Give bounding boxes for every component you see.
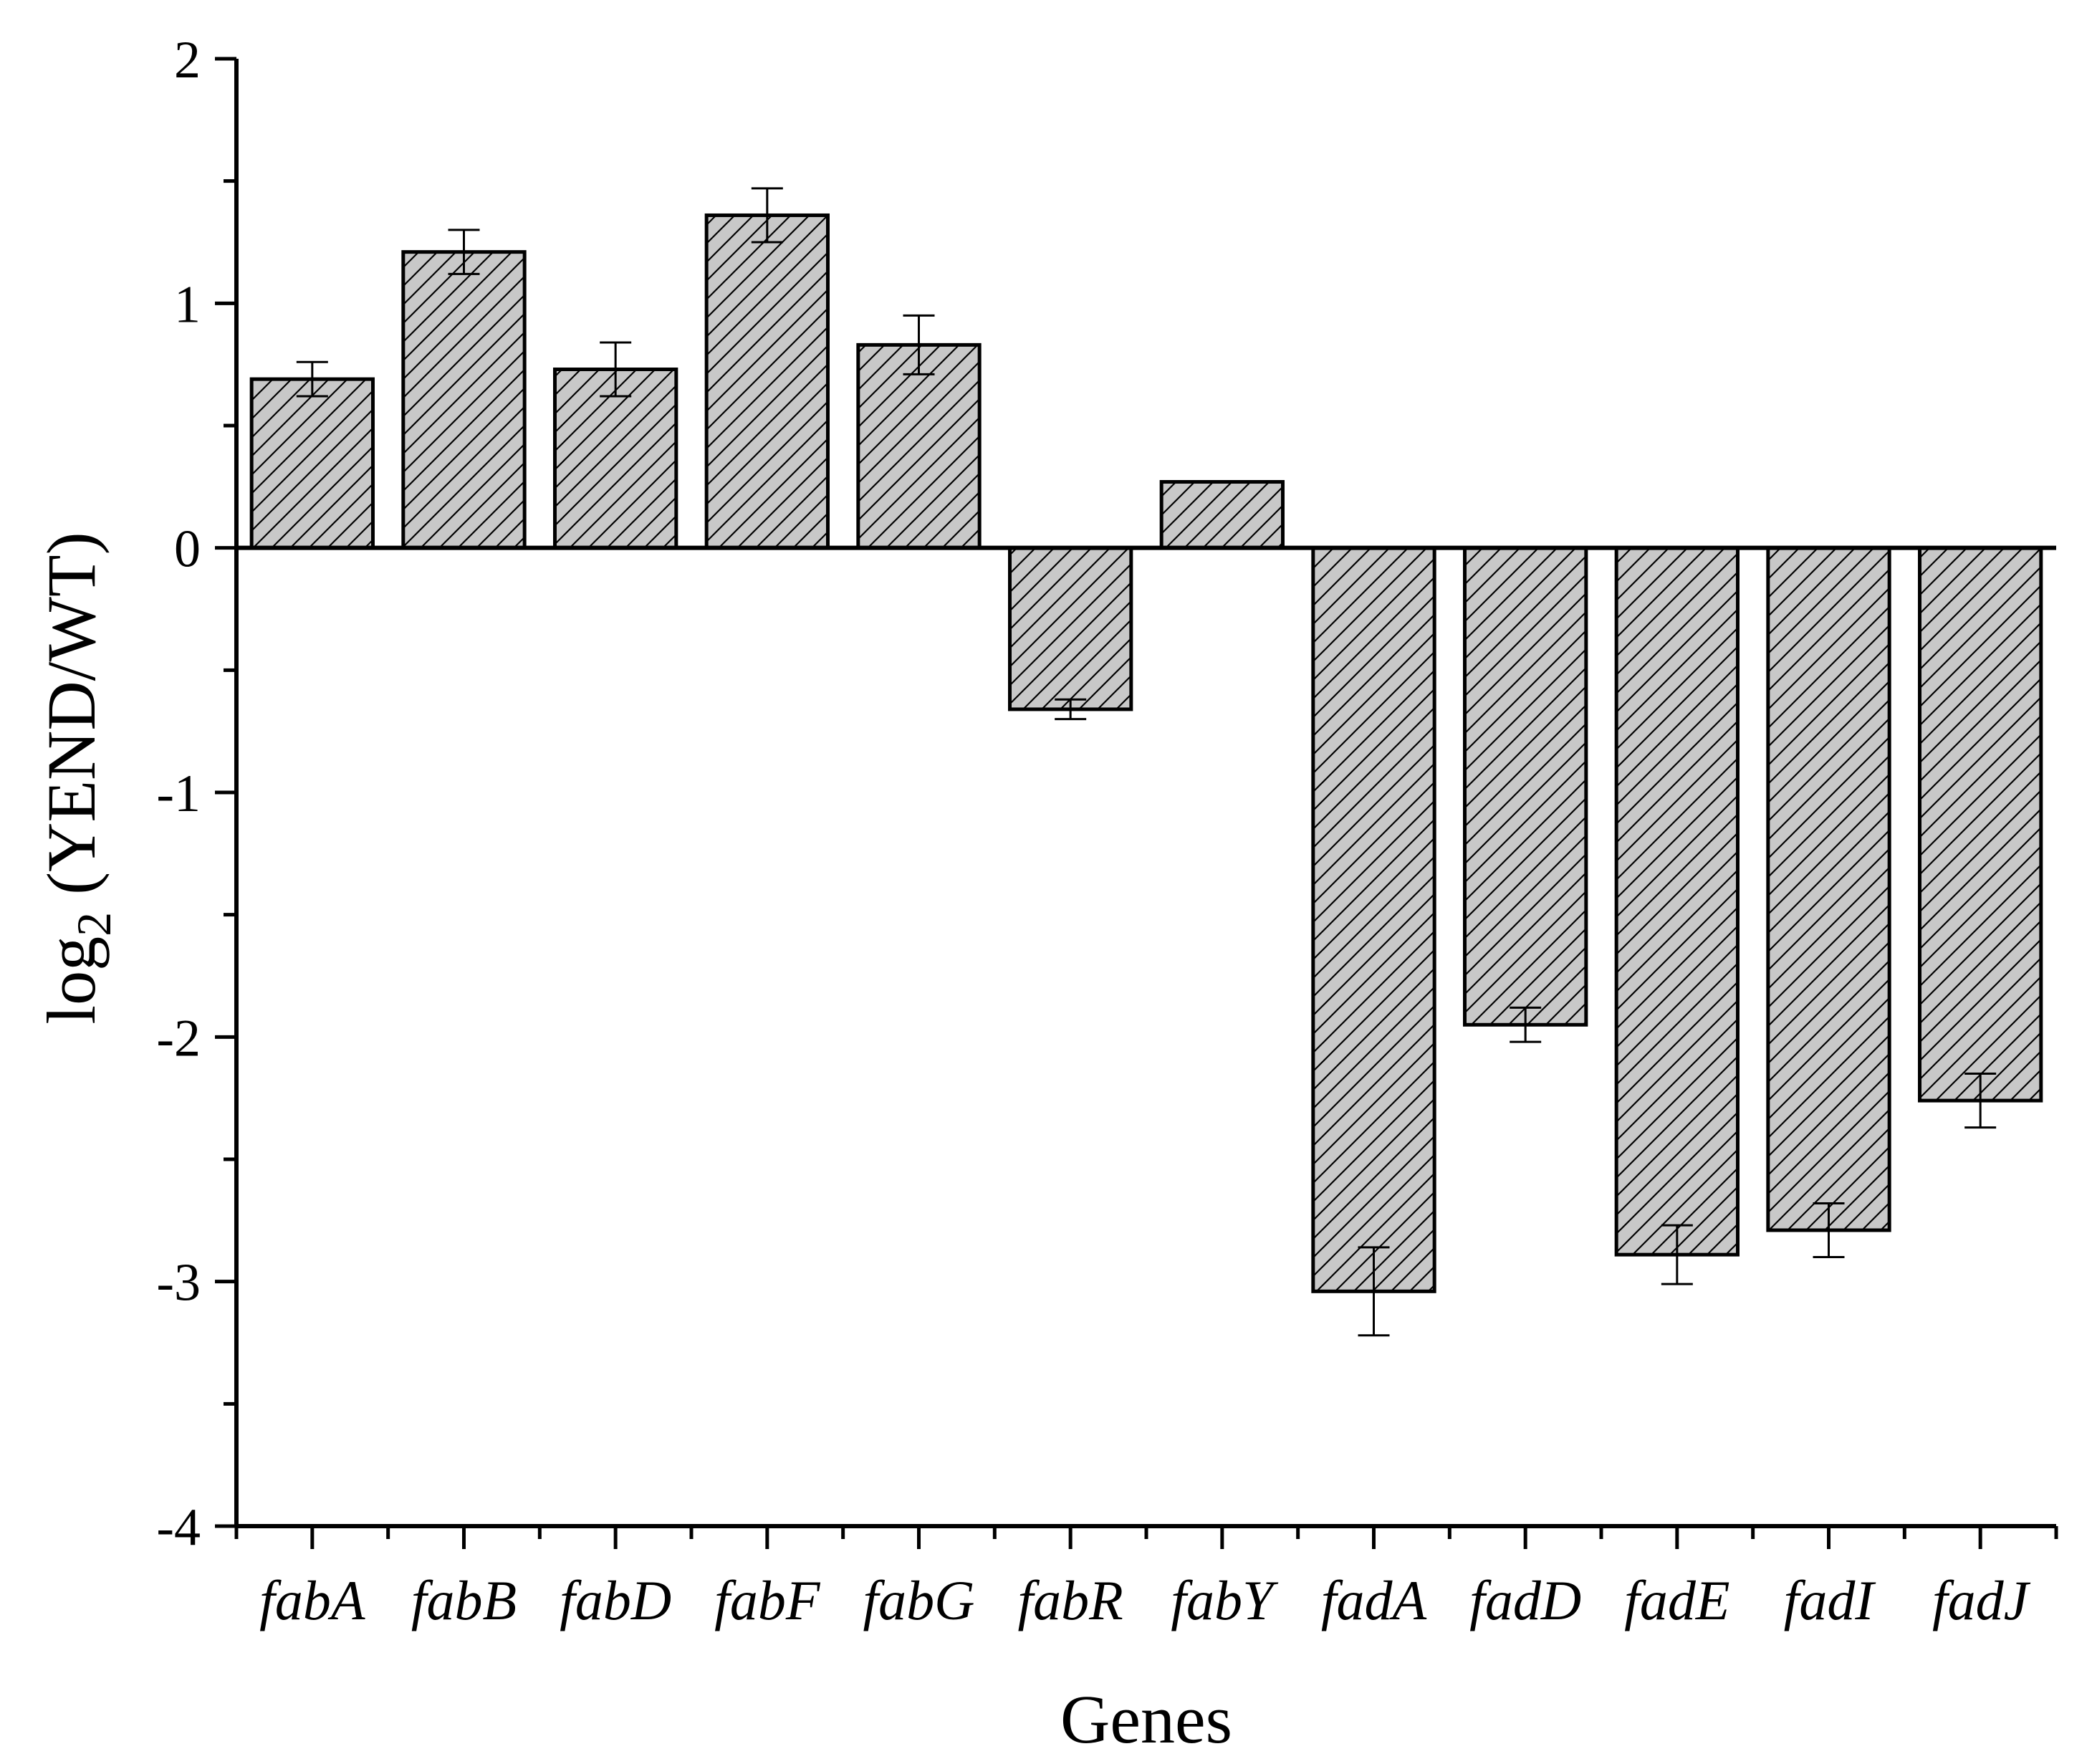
error-bar-fadE bbox=[1661, 1224, 1693, 1285]
x-tick-label-fadI: fadI bbox=[1784, 1569, 1877, 1631]
x-tick-label-fabB: fabB bbox=[411, 1569, 517, 1631]
bars-group bbox=[249, 213, 2043, 1293]
x-tick-label-fabR: fabR bbox=[1018, 1569, 1123, 1631]
bar-fadE bbox=[1614, 546, 1740, 1257]
x-tick-label-fadE: fadE bbox=[1624, 1569, 1729, 1631]
x-tick-label-fabY: fabY bbox=[1171, 1569, 1279, 1631]
y-tick-label: -1 bbox=[156, 764, 201, 823]
bar-fabB bbox=[401, 250, 527, 550]
x-tick-label-fabF: fabF bbox=[714, 1569, 821, 1631]
y-tick-label: -3 bbox=[156, 1254, 201, 1313]
error-bar-fabA bbox=[296, 360, 328, 398]
error-bars-group bbox=[296, 187, 1997, 1337]
bar-fadD bbox=[1463, 546, 1588, 1027]
bar-fadI bbox=[1766, 546, 1891, 1232]
bar-fabG bbox=[856, 342, 982, 550]
x-tick-label-fadJ: fadJ bbox=[1932, 1569, 2031, 1631]
bar-fabD bbox=[553, 367, 678, 550]
error-bar-fabG bbox=[903, 314, 935, 375]
y-ticks-group: 2 1 0 -1 -2 -3 -4 bbox=[156, 31, 236, 1557]
bar-fadA bbox=[1311, 546, 1436, 1293]
y-axis-title-subscript: 2 bbox=[67, 912, 121, 936]
x-tick-label-fabG: fabG bbox=[863, 1569, 975, 1631]
error-bar-fabF bbox=[751, 187, 783, 244]
y-axis-title: log2 (YEND/WT) bbox=[33, 532, 121, 1024]
bar-fabA bbox=[249, 377, 375, 550]
error-bar-fabR bbox=[1055, 698, 1087, 721]
y-tick-label: 0 bbox=[174, 520, 201, 579]
y-tick-label: 1 bbox=[174, 275, 201, 334]
y-axis-title-rest: (YEND/WT) bbox=[33, 532, 110, 911]
error-bar-fabD bbox=[600, 341, 632, 398]
x-ticks-group: fabA fabB fabD fabF fabG fabR fabY fadA fadD fadE… bbox=[234, 1526, 2058, 1631]
x-tick-label-fadA: fadA bbox=[1321, 1569, 1427, 1631]
error-bar-fadJ bbox=[1964, 1073, 1997, 1129]
x-tick-label-fabD: fabD bbox=[560, 1569, 671, 1631]
bar-fabY bbox=[1159, 480, 1285, 550]
bar-fabR bbox=[1008, 546, 1133, 711]
y-axis-title-base: log bbox=[33, 936, 110, 1025]
bar-fabF bbox=[704, 213, 830, 550]
error-bar-fadD bbox=[1510, 1006, 1542, 1043]
y-tick-label: -4 bbox=[156, 1498, 201, 1557]
y-tick-label: -2 bbox=[156, 1009, 201, 1068]
bar-fadJ bbox=[1918, 546, 2043, 1103]
y-tick-label: 2 bbox=[174, 31, 201, 90]
x-axis-title: Genes bbox=[1060, 1681, 1232, 1758]
error-bar-fadA bbox=[1358, 1246, 1390, 1337]
error-bar-fadI bbox=[1813, 1202, 1845, 1259]
error-bar-fabB bbox=[448, 229, 480, 275]
x-tick-label-fabA: fabA bbox=[259, 1569, 365, 1631]
x-tick-label-fadD: fadD bbox=[1469, 1569, 1581, 1631]
